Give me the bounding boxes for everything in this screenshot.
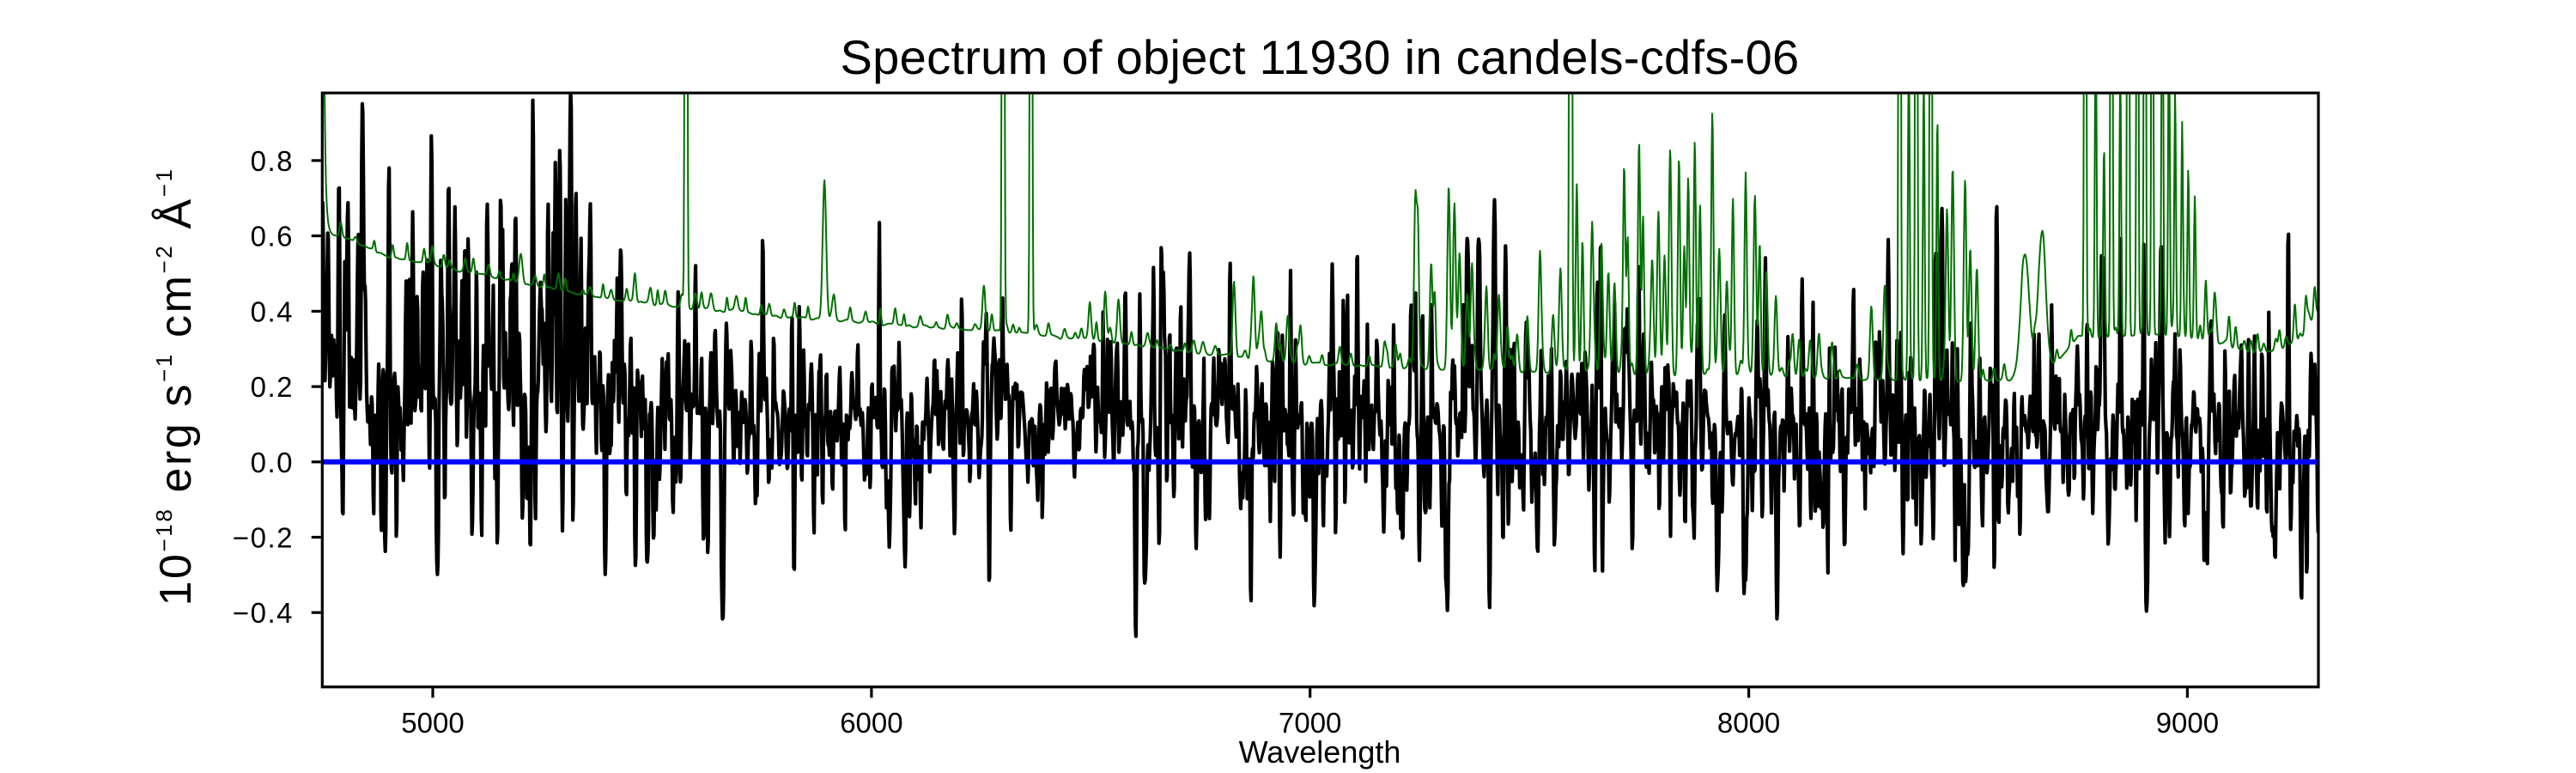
svg-text:0.4: 0.4: [251, 295, 294, 327]
svg-text:−0.2: −0.2: [233, 522, 294, 554]
svg-text:6000: 6000: [840, 707, 902, 739]
svg-text:Wavelength: Wavelength: [1239, 734, 1401, 770]
svg-text:7000: 7000: [1279, 707, 1341, 739]
svg-text:0.0: 0.0: [251, 447, 294, 478]
svg-text:9000: 9000: [2156, 707, 2219, 739]
svg-text:0.6: 0.6: [251, 221, 294, 253]
svg-text:−0.4: −0.4: [233, 597, 294, 629]
svg-text:0.2: 0.2: [251, 371, 294, 403]
svg-text:5000: 5000: [401, 707, 464, 739]
svg-text:Spectrum of object 11930 in ca: Spectrum of object 11930 in candels-cdfs…: [841, 30, 1800, 84]
svg-text:0.8: 0.8: [251, 145, 294, 177]
svg-text:8000: 8000: [1717, 707, 1780, 739]
